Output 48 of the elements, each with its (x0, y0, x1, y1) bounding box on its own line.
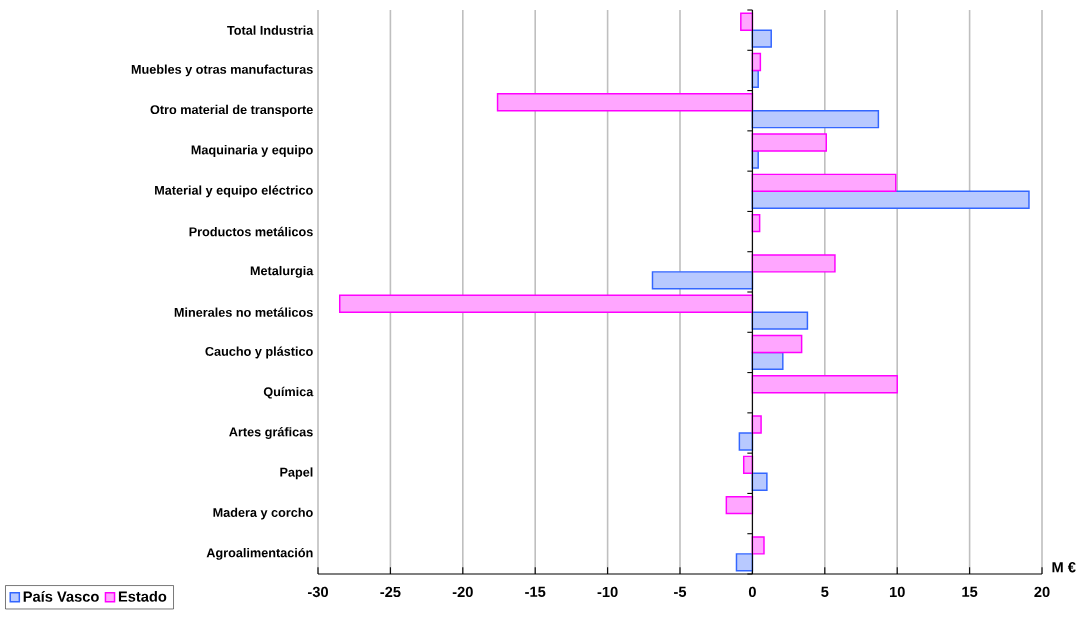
bar (751, 190, 1030, 209)
bar (751, 415, 762, 434)
bar (496, 93, 754, 112)
y-tick-label: Maquinaria y equipo (191, 145, 313, 157)
legend-label: Estado (118, 590, 167, 602)
y-tick-label: Minerales no metálicos (174, 307, 313, 317)
x-tick-label: 10 (889, 586, 905, 598)
y-tick-label: Artes gráficas (229, 427, 313, 439)
bar (740, 12, 754, 31)
x-tick-label: -25 (380, 586, 401, 598)
bar (651, 271, 754, 290)
x-tick-label: -10 (597, 586, 618, 598)
y-tick-label: Papel (280, 467, 313, 480)
y-tick-label: Madera y corcho (213, 507, 313, 520)
bar (751, 133, 827, 152)
bar (725, 495, 754, 515)
y-tick-label: Muebles y otras manufacturas (131, 64, 313, 77)
bar (338, 294, 754, 313)
x-tick-label: -15 (525, 586, 546, 597)
y-tick-label: Caucho y plástico (205, 346, 313, 359)
bar (751, 334, 803, 354)
x-tick-label: 0 (748, 586, 756, 598)
bar (751, 472, 768, 491)
x-tick-label: 5 (821, 586, 829, 597)
x-tick-label: 20 (1034, 586, 1050, 598)
y-tick-label: Otro material de transporte (150, 104, 313, 117)
bar (738, 432, 754, 451)
legend-label: País Vasco (23, 590, 99, 602)
bar (751, 375, 898, 394)
y-tick-label: Total Industria (227, 25, 314, 35)
bar (735, 553, 754, 572)
bar (751, 173, 897, 193)
x-axis-title: M € (1052, 562, 1076, 573)
y-tick-label: Material y equipo eléctrico (155, 185, 313, 198)
x-tick-label: -30 (307, 586, 328, 598)
bar (751, 536, 765, 555)
bar (751, 109, 880, 129)
bar (751, 351, 784, 371)
y-tick-label: Química (263, 386, 314, 399)
x-tick-label: 15 (962, 586, 978, 597)
y-tick-label: Productos metálicos (189, 226, 313, 237)
bar (751, 311, 809, 330)
bar (751, 29, 772, 48)
bar (751, 254, 836, 273)
x-tick-label: -5 (674, 586, 687, 597)
x-tick-label: -20 (452, 586, 473, 598)
y-tick-label: Metalurgia (250, 265, 314, 278)
y-tick-label: Agroalimentación (206, 547, 313, 560)
